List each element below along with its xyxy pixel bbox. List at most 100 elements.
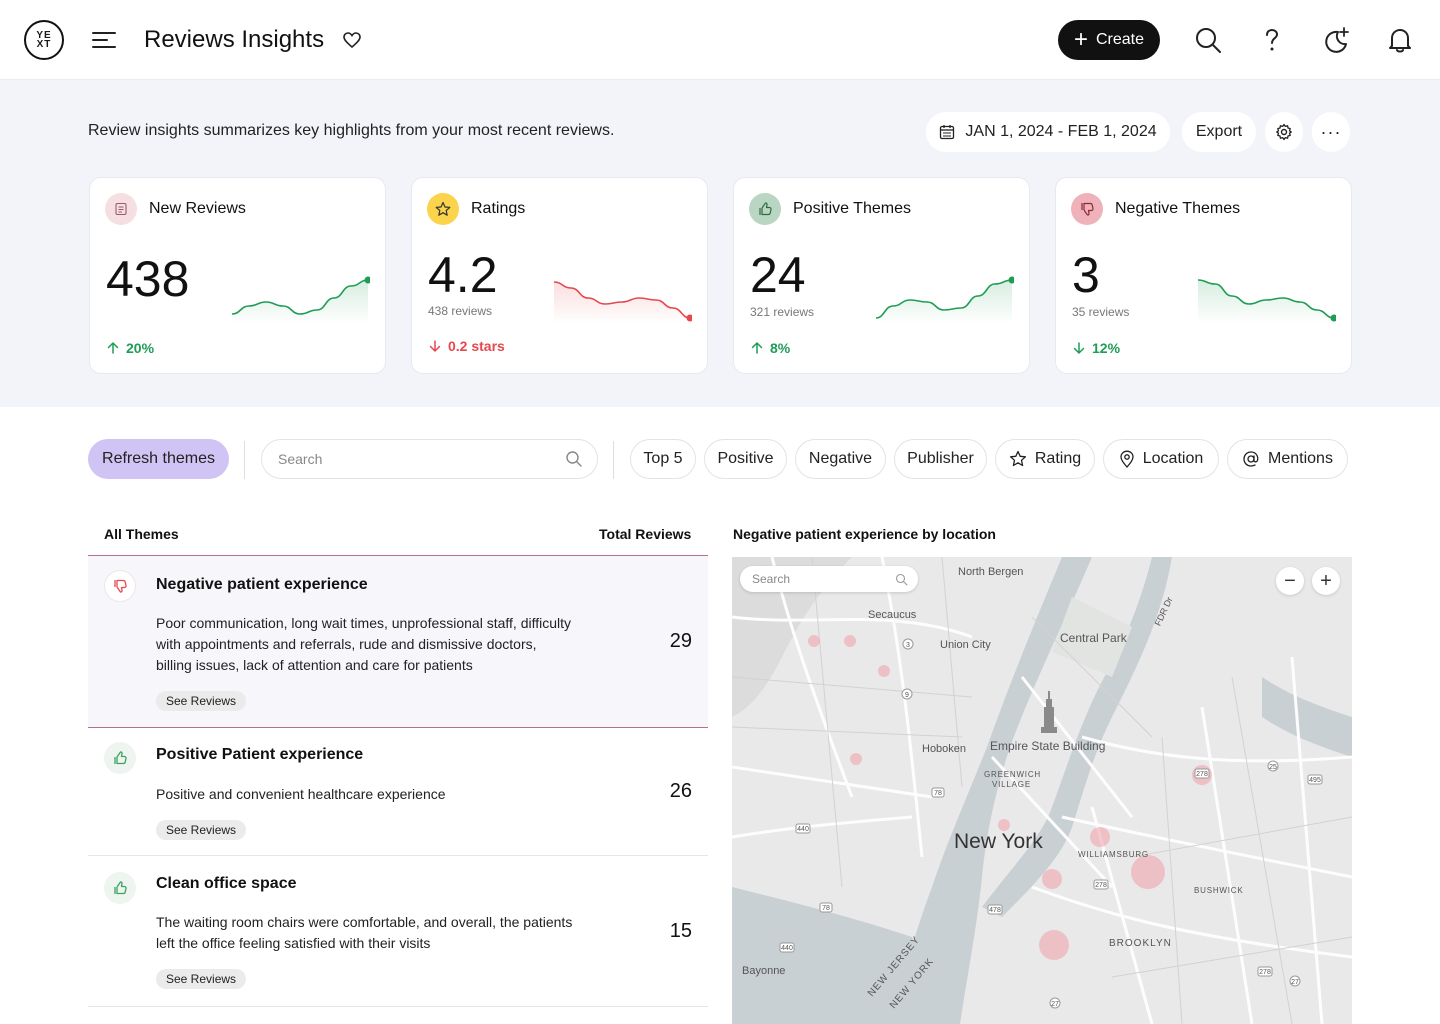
- sparkline-end-point: [364, 276, 370, 284]
- plus-icon: +: [1073, 26, 1088, 53]
- metric-title: Positive Themes: [793, 200, 911, 217]
- chip-top-5[interactable]: Top 5: [630, 439, 696, 479]
- calendar-icon: [940, 125, 955, 140]
- metric-card-positive-themes[interactable]: Positive Themes 24 321 reviews 8%: [733, 177, 1030, 374]
- svg-text:278: 278: [1259, 969, 1271, 976]
- see-reviews-button[interactable]: See Reviews: [156, 969, 247, 989]
- sparkline: [231, 276, 370, 324]
- date-range-label: JAN 1, 2024 - FEB 1, 2024: [965, 123, 1157, 140]
- themes-search-input[interactable]: Search: [261, 439, 598, 479]
- thumbs-up-icon: [749, 193, 781, 225]
- svg-text:GREENWICH: GREENWICH: [984, 770, 1041, 779]
- map-title: Negative patient experience by location: [733, 526, 996, 542]
- see-reviews-button[interactable]: See Reviews: [156, 820, 247, 840]
- chip-positive[interactable]: Positive: [704, 439, 787, 479]
- location-map[interactable]: North Bergen Secaucus Union City Central…: [732, 557, 1352, 1024]
- sparkline: [1197, 279, 1336, 324]
- metric-subtext: 438 reviews: [428, 304, 493, 318]
- chip-label: Mentions: [1268, 450, 1333, 467]
- thumbs-down-icon: [104, 570, 136, 602]
- column-header-total-reviews: Total Reviews: [599, 526, 692, 542]
- svg-text:North Bergen: North Bergen: [958, 566, 1023, 578]
- export-button[interactable]: Export: [1182, 112, 1256, 152]
- metric-subtext: 321 reviews: [750, 305, 815, 319]
- intro-text: Review insights summarizes key highlight…: [88, 122, 615, 139]
- metric-value: 438: [106, 251, 190, 307]
- theme-description: Poor communication, long wait times, unp…: [156, 615, 572, 673]
- chip-label: Location: [1142, 450, 1204, 467]
- svg-text:VILLAGE: VILLAGE: [992, 780, 1031, 789]
- svg-text:Empire State Building: Empire State Building: [990, 739, 1105, 753]
- zoom-in-button[interactable]: +: [1312, 567, 1340, 595]
- svg-text:9: 9: [905, 692, 909, 699]
- map-search-input[interactable]: Search: [740, 566, 918, 592]
- search-icon[interactable]: [1194, 26, 1222, 54]
- notifications-bell-icon[interactable]: [1386, 26, 1414, 54]
- theme-row[interactable]: Negative patient experience Poor communi…: [88, 555, 708, 728]
- arrow-down-icon: [1073, 342, 1085, 354]
- sparkline-end-point: [1008, 276, 1014, 284]
- svg-text:27: 27: [1291, 979, 1299, 986]
- location-pin-icon: [1120, 450, 1134, 468]
- chip-rating[interactable]: Rating: [995, 439, 1095, 479]
- date-range-picker[interactable]: JAN 1, 2024 - FEB 1, 2024: [926, 112, 1170, 152]
- refresh-themes-button[interactable]: Refresh themes: [88, 439, 229, 479]
- svg-text:78: 78: [822, 905, 830, 912]
- svg-text:278: 278: [1196, 771, 1208, 778]
- map-search-placeholder: Search: [752, 572, 791, 586]
- svg-text:New York: New York: [954, 830, 1043, 853]
- top-header: YE XT Reviews Insights + Create: [0, 0, 1440, 80]
- chip-label: Top 5: [643, 450, 683, 467]
- sparkline-area: [876, 280, 1012, 324]
- sparkline-line: [231, 279, 369, 315]
- svg-text:Bayonne: Bayonne: [742, 965, 785, 977]
- metric-card-negative-themes[interactable]: Negative Themes 3 35 reviews 12%: [1055, 177, 1352, 374]
- theme-title: Negative patient experience: [156, 576, 368, 593]
- metric-card-new-reviews[interactable]: New Reviews 438 20%: [89, 177, 386, 374]
- arrow-up-icon: [751, 342, 763, 354]
- arrow-down-icon: [429, 340, 441, 352]
- help-icon[interactable]: [1258, 26, 1286, 54]
- chip-location[interactable]: Location: [1103, 439, 1219, 479]
- see-reviews-button[interactable]: See Reviews: [156, 691, 247, 711]
- theme-toggle-moon-icon[interactable]: [1322, 26, 1350, 54]
- sparkline-line: [1197, 279, 1335, 319]
- yext-logo[interactable]: YE XT: [24, 20, 64, 60]
- thumbs-down-icon: [1071, 193, 1103, 225]
- more-options-button[interactable]: ···: [1312, 112, 1350, 152]
- favorite-heart-icon[interactable]: [342, 31, 362, 49]
- svg-text:Union City: Union City: [940, 639, 991, 651]
- chip-label: Negative: [808, 450, 873, 467]
- create-button[interactable]: + Create: [1058, 20, 1160, 60]
- metric-value: 3: [1072, 247, 1100, 303]
- thumbs-up-icon: [104, 872, 136, 904]
- menu-icon[interactable]: [92, 30, 116, 50]
- zoom-out-button[interactable]: −: [1276, 567, 1304, 595]
- svg-text:BUSHWICK: BUSHWICK: [1194, 886, 1244, 895]
- svg-text:278: 278: [1095, 882, 1107, 889]
- sparkline-end-point: [1330, 314, 1336, 322]
- chip-label: Positive: [717, 450, 774, 467]
- svg-text:440: 440: [781, 945, 793, 952]
- chip-negative[interactable]: Negative: [795, 439, 886, 479]
- logo-text: YE XT: [36, 30, 52, 50]
- metric-card-ratings[interactable]: Ratings 4.2 438 reviews 0.2 stars: [411, 177, 708, 374]
- chip-mentions[interactable]: Mentions: [1227, 439, 1348, 479]
- settings-button[interactable]: [1265, 112, 1303, 152]
- svg-text:495: 495: [1309, 777, 1321, 784]
- theme-review-count: 26: [669, 780, 692, 802]
- arrow-up-icon: [107, 342, 119, 354]
- at-sign-icon: [1243, 451, 1259, 467]
- theme-review-count: 29: [669, 630, 692, 652]
- chip-label: Rating: [1034, 450, 1082, 467]
- star-icon: [427, 193, 459, 225]
- thumbs-up-icon: [104, 742, 136, 774]
- document-icon: [105, 193, 137, 225]
- svg-text:478: 478: [989, 907, 1001, 914]
- chip-label: Publisher: [907, 450, 974, 467]
- metric-title: Ratings: [471, 200, 526, 217]
- metric-subtext: 35 reviews: [1072, 305, 1130, 319]
- theme-row[interactable]: Positive Patient experience Positive and…: [88, 728, 708, 856]
- theme-row[interactable]: Clean office space The waiting room chai…: [88, 856, 708, 1007]
- chip-publisher[interactable]: Publisher: [894, 439, 987, 479]
